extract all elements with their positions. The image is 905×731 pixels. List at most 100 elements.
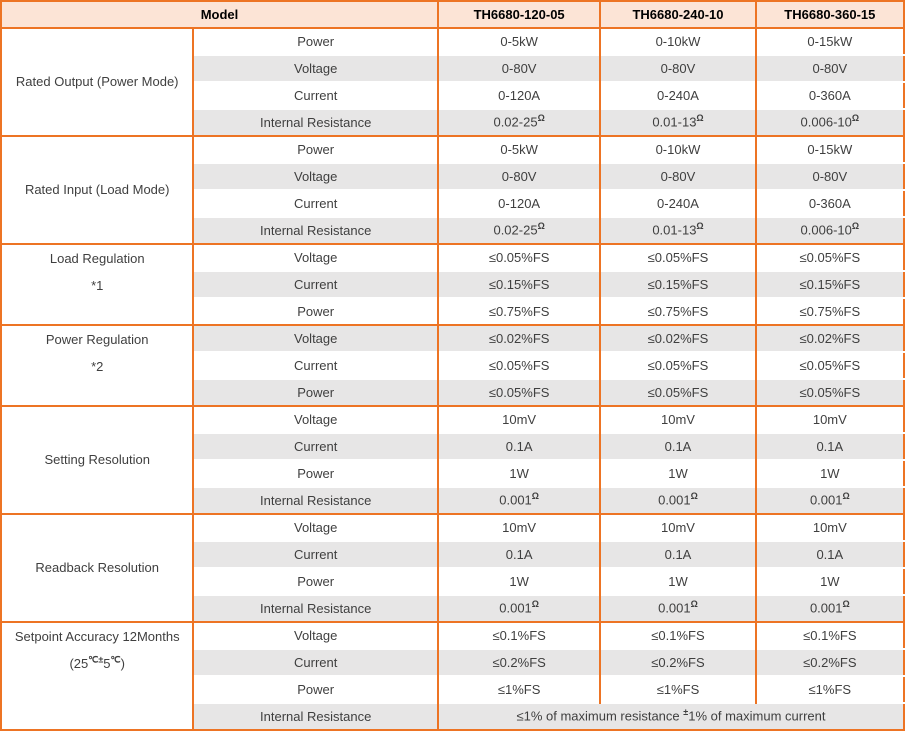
value-cell: 0-120A	[437, 189, 602, 217]
group-label-line: Power Regulation	[45, 332, 149, 347]
table-row: Current 0-120A 0-240A 0-360A	[1, 189, 904, 217]
value-cell: ≤0.2%FS	[755, 648, 904, 676]
value-cell: 0.001Ω	[600, 594, 757, 622]
value-cell: ≤0.75%FS	[600, 297, 757, 325]
table-row: Current 0.1A 0.1A 0.1A	[1, 432, 904, 460]
header-row: Model TH6680-120-05 TH6680-240-10 TH6680…	[1, 1, 904, 29]
value-cell: 10mV	[437, 405, 602, 433]
superscript-text: ±	[683, 707, 689, 718]
table-row: Power ≤0.05%FS ≤0.05%FS ≤0.05%FS	[1, 378, 904, 406]
table-row: Power 1W 1W 1W	[1, 459, 904, 487]
param-cell: Current	[193, 351, 439, 379]
table-row: Current 0.1A 0.1A 0.1A	[1, 540, 904, 568]
value-cell: ≤0.05%FS	[600, 378, 757, 406]
value-cell: ≤0.02%FS	[437, 324, 602, 352]
value-cell: 1W	[437, 459, 602, 487]
value-cell: ≤0.05%FS	[600, 243, 757, 271]
value-cell: ≤0.75%FS	[437, 297, 602, 325]
value-cell: 10mV	[600, 513, 757, 541]
value-cell: 1W	[755, 567, 904, 595]
value-cell: ≤0.2%FS	[437, 648, 602, 676]
param-cell: Power	[193, 378, 439, 406]
value-cell: 0.01-13Ω	[600, 108, 757, 136]
model-column-header-3: TH6680-360-15	[755, 1, 904, 29]
value-cell: ≤1%FS	[437, 675, 602, 703]
value-cell: 0-360A	[755, 81, 904, 109]
param-cell: Power	[193, 297, 439, 325]
table-row: Voltage 0-80V 0-80V 0-80V	[1, 54, 904, 82]
param-cell: Voltage	[193, 405, 439, 433]
param-cell: Voltage	[193, 324, 439, 352]
value-cell: 0.006-10Ω	[755, 216, 904, 244]
param-cell: Voltage	[193, 54, 439, 82]
group-label-line: (25℃±5℃)	[69, 654, 125, 671]
param-cell: Voltage	[193, 243, 439, 271]
superscript-text: Ω	[851, 113, 860, 124]
value-cell: 0.02-25Ω	[437, 108, 602, 136]
value-cell: 0-80V	[437, 162, 602, 190]
table-row: Internal Resistance 0.02-25Ω 0.01-13Ω 0.006…	[1, 216, 904, 244]
group-label-line: Rated Input (Load Mode)	[24, 182, 170, 197]
table-row: Setpoint Accuracy 12Months (25℃±5℃) Voltag…	[1, 621, 904, 730]
param-cell: Voltage	[193, 162, 439, 190]
value-cell: 0.001Ω	[755, 594, 904, 622]
param-cell: Current	[193, 189, 439, 217]
value-cell: 0.01-13Ω	[600, 216, 757, 244]
table-row: Setting Resolution Voltage 10mV 10mV 10mV	[1, 405, 904, 514]
group-label-cell: Load Regulation *1	[1, 243, 195, 325]
value-cell: 0-80V	[755, 54, 904, 82]
value-cell: 0-120A	[437, 81, 602, 109]
value-cell: 0-10kW	[600, 135, 757, 163]
merged-value-cell: ≤1% of maximum resistance ±1% of maximum…	[437, 702, 904, 730]
group-label-cell: Rated Input (Load Mode)	[1, 135, 195, 244]
table-row: Rated Input (Load Mode) Power 0-5kW 0-10kW 0…	[1, 135, 904, 244]
value-cell: 0-5kW	[437, 135, 602, 163]
value-cell: ≤0.1%FS	[600, 621, 757, 649]
value-cell: ≤0.05%FS	[755, 351, 904, 379]
value-cell: 0.1A	[755, 540, 904, 568]
group-label-cell: Setpoint Accuracy 12Months (25℃±5℃)	[1, 621, 195, 730]
param-cell: Current	[193, 432, 439, 460]
superscript-text: Ω	[537, 113, 545, 124]
value-cell: 0.006-10Ω	[755, 108, 904, 136]
param-cell: Internal Resistance	[193, 216, 439, 244]
group-label-line: Setpoint Accuracy 12Months	[14, 629, 180, 644]
value-cell: ≤0.1%FS	[755, 621, 904, 649]
superscript-text: Ω	[690, 599, 698, 610]
spec-table-header: Model TH6680-120-05 TH6680-240-10 TH6680…	[1, 1, 904, 29]
param-cell: Internal Resistance	[193, 108, 439, 136]
param-cell: Internal Resistance	[193, 594, 439, 622]
value-cell: ≤0.1%FS	[437, 621, 602, 649]
param-cell: Voltage	[193, 621, 439, 649]
value-cell: ≤0.15%FS	[755, 270, 904, 298]
value-cell: ≤0.05%FS	[600, 351, 757, 379]
value-cell: 1W	[600, 459, 757, 487]
value-cell: ≤0.05%FS	[755, 378, 904, 406]
value-cell: 0.1A	[600, 432, 757, 460]
value-cell: 10mV	[755, 513, 904, 541]
superscript-text: Ω	[537, 221, 545, 232]
table-row: Internal Resistance 0.001Ω 0.001Ω 0.001Ω	[1, 594, 904, 622]
group-label-line: *2	[91, 359, 104, 374]
value-cell: 0.001Ω	[755, 486, 904, 514]
param-cell: Internal Resistance	[193, 702, 439, 730]
superscript-text: Ω	[696, 221, 704, 232]
value-cell: ≤0.15%FS	[600, 270, 757, 298]
param-cell: Power	[193, 459, 439, 487]
value-cell: 0.001Ω	[600, 486, 757, 514]
table-row: Internal Resistance 0.02-25Ω 0.01-13Ω 0.006…	[1, 108, 904, 136]
param-cell: Voltage	[193, 513, 439, 541]
param-cell: Internal Resistance	[193, 486, 439, 514]
value-cell: ≤0.05%FS	[437, 378, 602, 406]
table-row: Internal Resistance ≤1% of maximum resist…	[1, 702, 904, 730]
superscript-text: ℃±	[88, 654, 104, 665]
value-cell: ≤0.05%FS	[755, 243, 904, 271]
superscript-text: Ω	[531, 491, 540, 502]
value-cell: 1W	[437, 567, 602, 595]
value-cell: 0-15kW	[755, 27, 904, 55]
value-cell: 0-80V	[600, 54, 757, 82]
param-cell: Current	[193, 540, 439, 568]
table-row: Power 1W 1W 1W	[1, 567, 904, 595]
